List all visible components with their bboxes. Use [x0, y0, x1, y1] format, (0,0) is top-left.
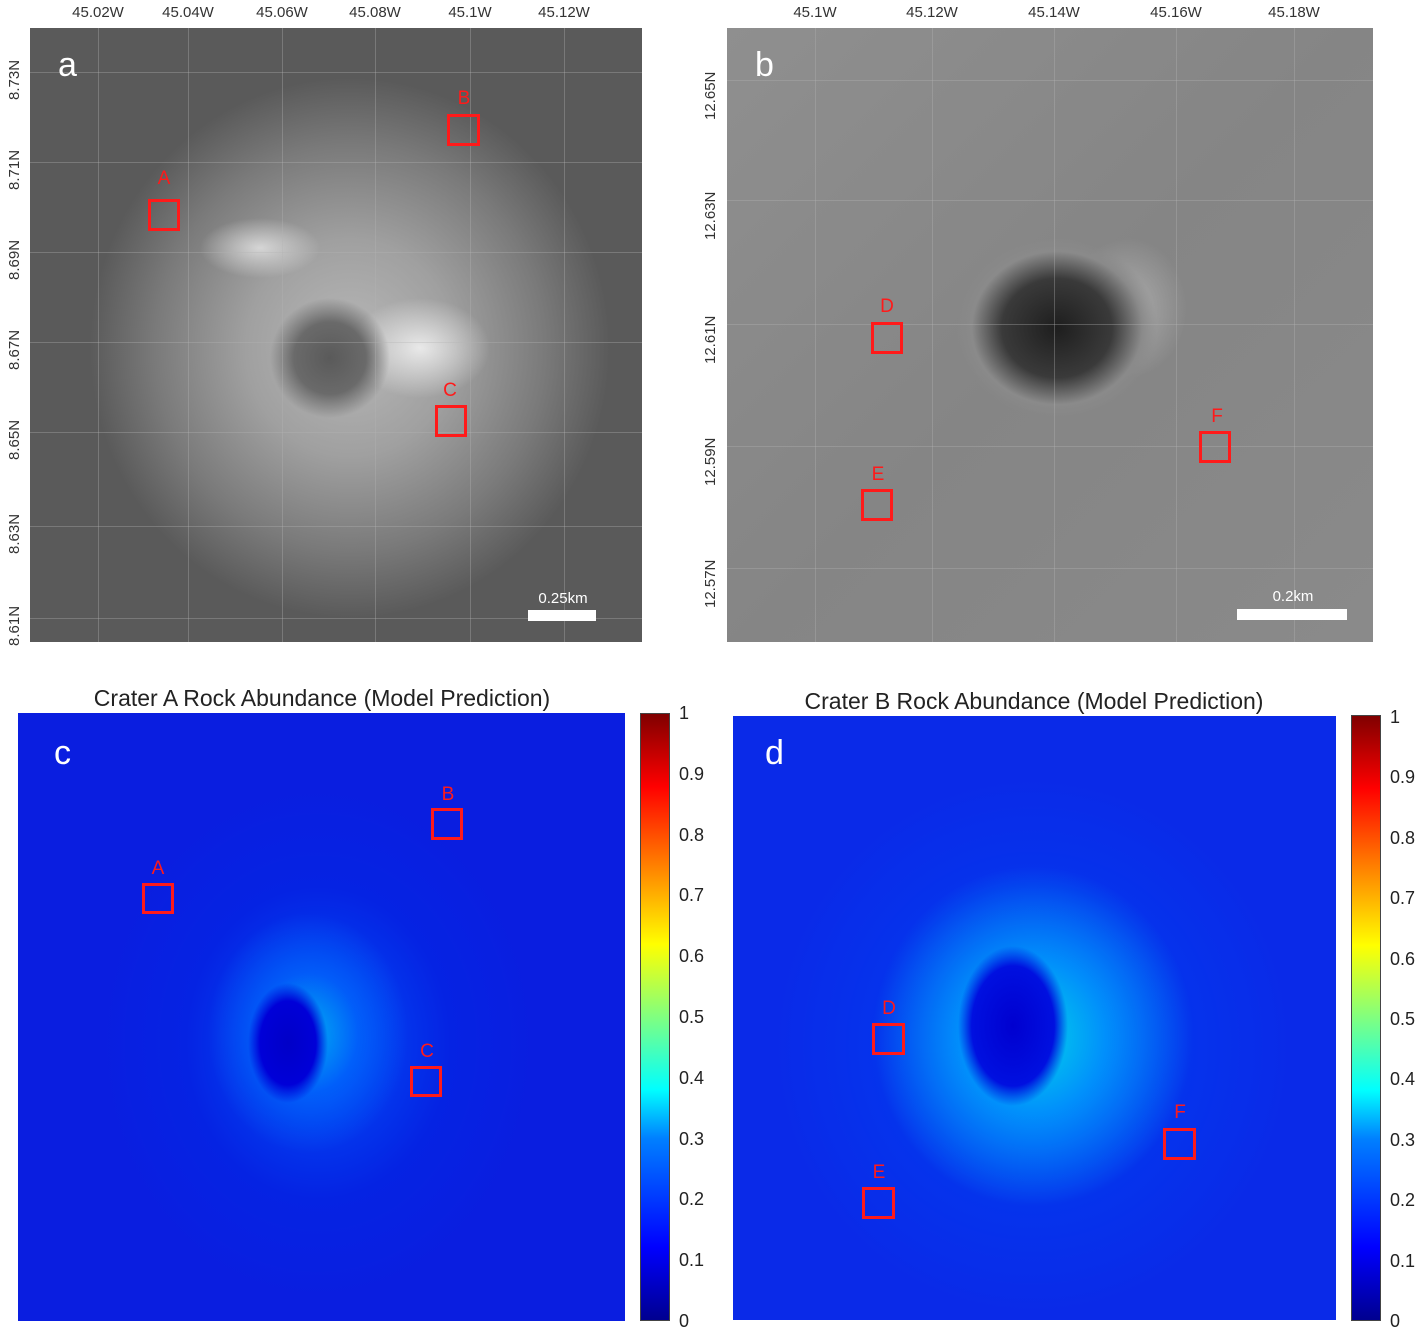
colorbar-tick-label: 0.2	[1390, 1190, 1416, 1211]
y-tick-label: 12.63N	[702, 191, 719, 240]
colorbar-tick-label: 0.7	[1390, 888, 1416, 909]
box-label-c: C	[443, 380, 457, 401]
box-label-e: E	[872, 1162, 886, 1183]
colorbar-tick-label: 0.5	[1390, 1009, 1416, 1029]
region-box-d	[872, 1023, 905, 1055]
region-box-c	[410, 1066, 442, 1097]
crater-a-image	[30, 28, 642, 642]
x-tick-label: 45.16W	[1150, 4, 1202, 21]
y-tick-label: 12.57N	[702, 559, 719, 608]
box-label-e: E	[871, 464, 885, 485]
y-tick-label: 8.63N	[6, 513, 23, 554]
crater-b-image	[727, 28, 1373, 642]
box-label-b: B	[441, 784, 455, 805]
x-tick-label: 45.14W	[1028, 4, 1080, 21]
x-tick-label: 45.02W	[72, 4, 124, 21]
y-tick-label: 8.67N	[6, 329, 23, 370]
scale-bar	[1237, 609, 1347, 620]
scale-label: 0.2km	[1272, 588, 1314, 605]
rock-abundance-map-b	[733, 716, 1336, 1320]
y-tick-label: 8.61N	[6, 605, 23, 646]
colorbar-tick-label: 0.9	[1390, 767, 1416, 788]
colorbar-tick-label: 0.3	[1390, 1129, 1416, 1150]
colorbar-d	[1351, 715, 1381, 1321]
box-label-a: A	[157, 168, 171, 189]
colorbar-tick-label: 0	[679, 1311, 690, 1331]
colorbar-tick-label: 1	[679, 703, 690, 723]
x-tick-label: 45.1W	[448, 4, 492, 21]
region-box-f	[1199, 431, 1231, 463]
region-box-a	[142, 883, 174, 914]
x-tick-label: 45.12W	[538, 4, 590, 21]
colorbar-tick-label: 0.2	[679, 1189, 705, 1210]
box-label-f: F	[1211, 406, 1223, 427]
rock-abundance-map-a	[18, 713, 625, 1321]
y-tick-label: 12.59N	[702, 437, 719, 486]
scale-label: 0.25km	[538, 590, 588, 607]
colorbar-tick-label: 0.8	[1390, 827, 1416, 848]
y-tick-label: 8.65N	[6, 419, 23, 460]
box-label-b: B	[457, 88, 471, 109]
box-label-f: F	[1174, 1102, 1186, 1123]
y-tick-label: 8.73N	[6, 59, 23, 100]
colorbar-tick-label: 0.7	[679, 885, 705, 906]
panel-letter-b: b	[755, 46, 774, 84]
colorbar-tick-label: 0.8	[679, 824, 705, 845]
box-label-d: D	[882, 998, 896, 1019]
panel-letter-d: d	[765, 734, 784, 772]
box-label-a: A	[151, 858, 165, 879]
colorbar-tick-label: 0.3	[679, 1128, 705, 1149]
colorbar-tick-label: 0.1	[679, 1250, 705, 1271]
panel-letter-c: c	[54, 734, 71, 772]
colorbar-c	[640, 713, 670, 1321]
region-box-b	[447, 114, 480, 146]
x-tick-label: 45.08W	[349, 4, 401, 21]
region-box-c	[435, 405, 467, 437]
x-tick-label: 45.18W	[1268, 4, 1320, 21]
x-tick-label: 45.06W	[256, 4, 308, 21]
y-tick-label: 12.65N	[702, 71, 719, 120]
x-tick-label: 45.04W	[162, 4, 214, 21]
region-box-e	[861, 489, 893, 521]
y-tick-label: 12.61N	[702, 315, 719, 364]
colorbar-tick-label: 0.4	[1390, 1069, 1416, 1090]
box-label-c: C	[420, 1041, 434, 1062]
colorbar-tick-label: 0.6	[1390, 948, 1416, 969]
colorbar-tick-label: 0	[1390, 1311, 1401, 1331]
region-box-d	[871, 322, 903, 354]
colorbar-tick-label: 0.4	[679, 1067, 705, 1088]
scale-bar	[528, 610, 596, 621]
colorbar-tick-label: 0.6	[679, 946, 705, 967]
y-tick-label: 8.71N	[6, 149, 23, 190]
panel-letter-a: a	[58, 46, 77, 84]
y-tick-label: 8.69N	[6, 239, 23, 280]
box-label-d: D	[880, 296, 894, 317]
region-box-f	[1163, 1128, 1196, 1160]
colorbar-tick-label: 1	[1390, 707, 1401, 727]
region-box-b	[431, 808, 463, 840]
x-tick-label: 45.1W	[793, 4, 837, 21]
colorbar-tick-label: 0.9	[679, 763, 705, 784]
region-box-e	[862, 1187, 895, 1219]
panel-title: Crater A Rock Abundance (Model Predictio…	[93, 685, 551, 711]
region-box-a	[148, 199, 180, 231]
colorbar-tick-label: 0.5	[679, 1007, 705, 1027]
colorbar-tick-label: 0.1	[1390, 1250, 1416, 1271]
panel-title: Crater B Rock Abundance (Model Predictio…	[804, 688, 1264, 714]
x-tick-label: 45.12W	[906, 4, 958, 21]
